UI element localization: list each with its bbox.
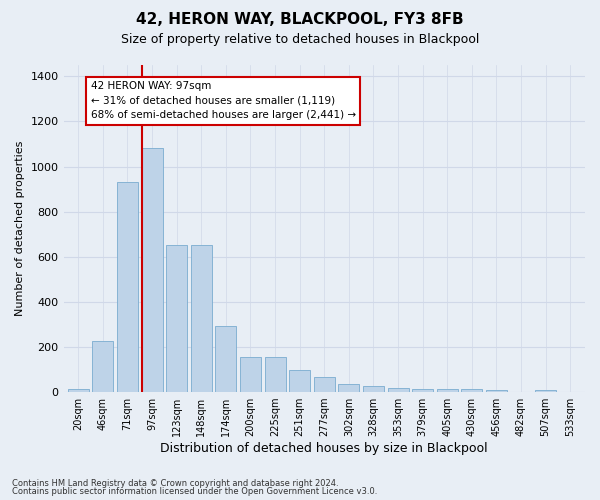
Bar	[363, 386, 384, 392]
Bar	[388, 388, 409, 392]
Bar	[314, 378, 335, 392]
Text: Contains public sector information licensed under the Open Government Licence v3: Contains public sector information licen…	[12, 487, 377, 496]
Y-axis label: Number of detached properties: Number of detached properties	[15, 141, 25, 316]
Text: Contains HM Land Registry data © Crown copyright and database right 2024.: Contains HM Land Registry data © Crown c…	[12, 478, 338, 488]
Text: 42 HERON WAY: 97sqm
← 31% of detached houses are smaller (1,119)
68% of semi-det: 42 HERON WAY: 97sqm ← 31% of detached ho…	[91, 81, 356, 120]
Bar	[265, 357, 286, 392]
X-axis label: Distribution of detached houses by size in Blackpool: Distribution of detached houses by size …	[160, 442, 488, 455]
Bar	[437, 390, 458, 392]
Bar	[68, 388, 89, 392]
Bar	[535, 390, 556, 392]
Bar	[486, 390, 507, 392]
Bar	[117, 182, 138, 392]
Bar	[412, 390, 433, 392]
Bar	[142, 148, 163, 392]
Bar	[215, 326, 236, 392]
Bar	[289, 370, 310, 392]
Text: Size of property relative to detached houses in Blackpool: Size of property relative to detached ho…	[121, 32, 479, 46]
Bar	[338, 384, 359, 392]
Bar	[166, 246, 187, 392]
Bar	[240, 357, 261, 392]
Bar	[461, 390, 482, 392]
Bar	[92, 342, 113, 392]
Bar	[191, 246, 212, 392]
Text: 42, HERON WAY, BLACKPOOL, FY3 8FB: 42, HERON WAY, BLACKPOOL, FY3 8FB	[136, 12, 464, 28]
